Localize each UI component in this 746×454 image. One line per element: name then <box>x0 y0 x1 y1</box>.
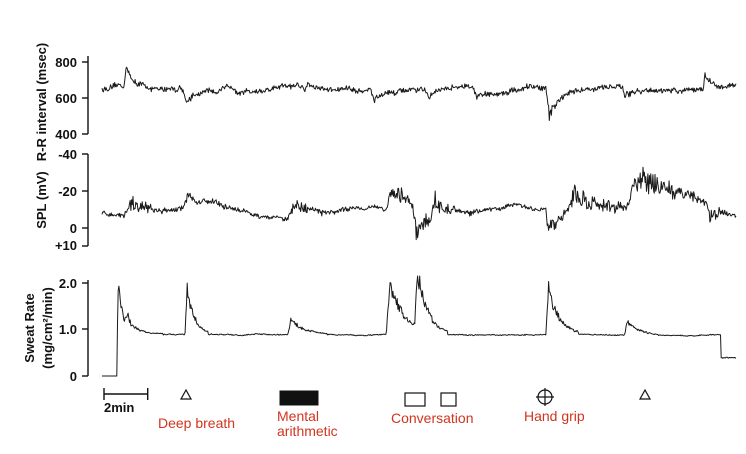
sweat-tick-label: 0 <box>70 369 77 384</box>
panel-spl: SPL (mV) -40 -20 0 +10 <box>34 147 737 253</box>
sweat-ticks: 2.0 1.0 0 <box>59 276 88 384</box>
rr-ylabel: R-R interval (msec) <box>34 43 49 161</box>
rr-tick-label: 400 <box>55 127 77 142</box>
sweat-tick-label: 1.0 <box>59 322 77 337</box>
sweat-trace <box>102 275 737 377</box>
event-markers: Deep breath Mental arithmetic Conversati… <box>158 388 652 439</box>
conversation-marker <box>440 392 457 407</box>
panel-rr-interval: R-R interval (msec) 800 600 400 <box>34 43 737 161</box>
deep-breath-label: Deep breath <box>158 415 235 431</box>
mental-arithmetic-label: Mental <box>277 408 319 424</box>
time-scale-bar: 2min <box>103 388 149 415</box>
hand-grip-label: Hand grip <box>524 408 585 424</box>
spl-tick-label: -20 <box>58 184 77 199</box>
sweat-ylabel-units: (mg/cm²/min) <box>40 287 55 369</box>
hand-grip-marker <box>536 388 554 406</box>
conversation-label: Conversation <box>391 410 474 426</box>
rr-tick-label: 600 <box>55 91 77 106</box>
conversation-marker <box>404 392 426 407</box>
scale-bar-label: 2min <box>104 400 134 415</box>
spl-trace <box>101 166 737 241</box>
sweat-ylabel: Sweat Rate <box>22 293 37 362</box>
deep-breath-marker-2 <box>638 388 652 400</box>
rr-ticks: 800 600 400 <box>55 55 88 142</box>
sweat-tick-label: 2.0 <box>59 276 77 291</box>
rr-trace <box>101 66 737 121</box>
rr-tick-label: 800 <box>55 55 77 70</box>
deep-breath-marker <box>179 388 193 400</box>
mental-arithmetic-label: arithmetic <box>277 423 338 439</box>
spl-ticks: -40 -20 0 +10 <box>55 147 88 253</box>
spl-tick-label: +10 <box>55 238 77 253</box>
spl-tick-label: 0 <box>70 221 77 236</box>
spl-ylabel: SPL (mV) <box>34 171 49 229</box>
spl-tick-label: -40 <box>58 147 77 162</box>
panel-sweat-rate: Sweat Rate (mg/cm²/min) 2.0 1.0 0 <box>22 275 737 384</box>
mental-arithmetic-marker <box>279 390 319 406</box>
